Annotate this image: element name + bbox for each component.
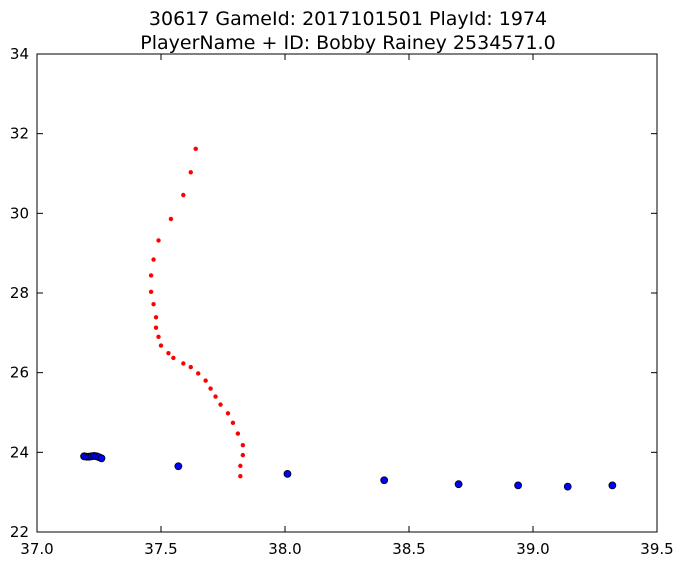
series-0-point-12 <box>158 343 164 348</box>
axes: 37.0 37.5 38.0 38.5 39.0 39.5 22 24 26 28 30 32 34 <box>10 45 674 558</box>
plot-area <box>80 146 617 491</box>
series-0-point-23 <box>230 420 236 426</box>
series-0-point-7 <box>148 289 154 294</box>
series-0-point-18 <box>203 378 208 383</box>
y-tick-label-1: 24 <box>10 443 29 461</box>
series-0-point-14 <box>171 355 176 361</box>
series-0-point-13 <box>166 350 171 356</box>
y-tick-label-0: 22 <box>10 523 29 541</box>
x-tick-label-0: 37.0 <box>20 540 53 558</box>
series-0-point-15 <box>181 361 186 366</box>
y-tick-label-4: 30 <box>10 204 29 222</box>
series-0-point-22 <box>225 411 231 416</box>
series-1-point-12 <box>514 481 523 490</box>
series-0-point-20 <box>213 394 218 399</box>
series-0-point-1 <box>188 170 193 175</box>
plot-frame <box>36 53 658 533</box>
x-tick-label-4: 39.0 <box>516 540 549 558</box>
x-tick-label-5: 39.5 <box>640 540 673 558</box>
series-0-point-28 <box>238 474 243 479</box>
series-0-point-9 <box>153 315 159 320</box>
series-0-point-2 <box>181 192 186 198</box>
series-0-point-21 <box>218 402 223 407</box>
series-0-point-25 <box>240 442 246 448</box>
series-0-point-17 <box>196 371 201 376</box>
series-0-point-3 <box>168 216 174 222</box>
series-0-point-24 <box>235 431 241 436</box>
chart-title-line-1: 30617 GameId: 2017101501 PlayId: 1974 <box>149 8 547 30</box>
series-1-point-9 <box>283 469 292 478</box>
series-1-point-8 <box>174 462 183 471</box>
series-0-point-11 <box>156 334 161 340</box>
y-tick-label-5: 32 <box>10 125 29 143</box>
y-tick-label-6: 34 <box>10 45 29 63</box>
series-0-point-5 <box>151 257 156 262</box>
series-0-point-16 <box>188 364 193 370</box>
series-1-point-7 <box>97 454 106 463</box>
series-0-point-0 <box>193 146 198 151</box>
series-0-point-8 <box>151 301 156 307</box>
y-tick-label-2: 26 <box>10 364 29 382</box>
series-0-point-4 <box>156 238 161 243</box>
series-0-point-26 <box>240 452 246 458</box>
series-0-point-10 <box>153 325 159 330</box>
x-tick-label-1: 37.5 <box>144 540 177 558</box>
x-tick-label-2: 38.0 <box>268 540 301 558</box>
series-1-point-13 <box>563 482 572 491</box>
series-1-point-10 <box>380 476 389 485</box>
series-0-point-6 <box>148 273 154 278</box>
x-tick-label-3: 38.5 <box>392 540 425 558</box>
y-tick-label-3: 28 <box>10 284 29 302</box>
chart-title-line-2: PlayerName + ID: Bobby Rainey 2534571.0 <box>140 32 555 54</box>
series-1-point-14 <box>608 481 617 490</box>
series-0-point-19 <box>208 386 213 391</box>
series-0-point-27 <box>238 463 243 469</box>
series-1-point-11 <box>454 480 463 489</box>
